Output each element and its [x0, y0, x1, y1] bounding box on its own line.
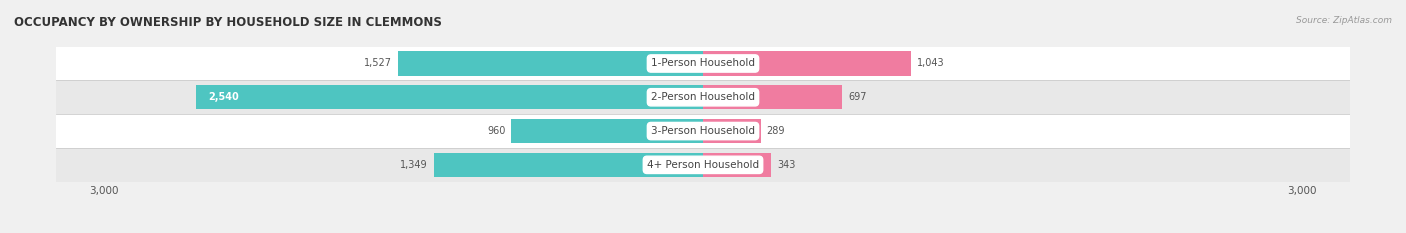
Bar — [398, 51, 703, 76]
Text: 2,540: 2,540 — [208, 92, 239, 102]
Text: 2-Person Household: 2-Person Household — [651, 92, 755, 102]
Text: Source: ZipAtlas.com: Source: ZipAtlas.com — [1296, 16, 1392, 25]
Text: 3-Person Household: 3-Person Household — [651, 126, 755, 136]
Text: 343: 343 — [778, 160, 796, 170]
Bar — [195, 85, 703, 110]
Bar — [703, 119, 761, 143]
Bar — [703, 85, 842, 110]
Bar — [56, 80, 1350, 114]
Bar — [433, 153, 703, 177]
Bar — [56, 148, 1350, 182]
Text: OCCUPANCY BY OWNERSHIP BY HOUSEHOLD SIZE IN CLEMMONS: OCCUPANCY BY OWNERSHIP BY HOUSEHOLD SIZE… — [14, 16, 441, 29]
Text: 960: 960 — [486, 126, 505, 136]
Text: 4+ Person Household: 4+ Person Household — [647, 160, 759, 170]
Text: 1,043: 1,043 — [917, 58, 945, 69]
Text: 1-Person Household: 1-Person Household — [651, 58, 755, 69]
Text: 697: 697 — [848, 92, 866, 102]
Bar — [703, 153, 772, 177]
Bar — [703, 51, 911, 76]
Bar — [56, 114, 1350, 148]
Text: 1,527: 1,527 — [364, 58, 392, 69]
Text: 1,349: 1,349 — [401, 160, 427, 170]
Bar — [512, 119, 703, 143]
Text: 289: 289 — [766, 126, 785, 136]
Bar — [56, 47, 1350, 80]
